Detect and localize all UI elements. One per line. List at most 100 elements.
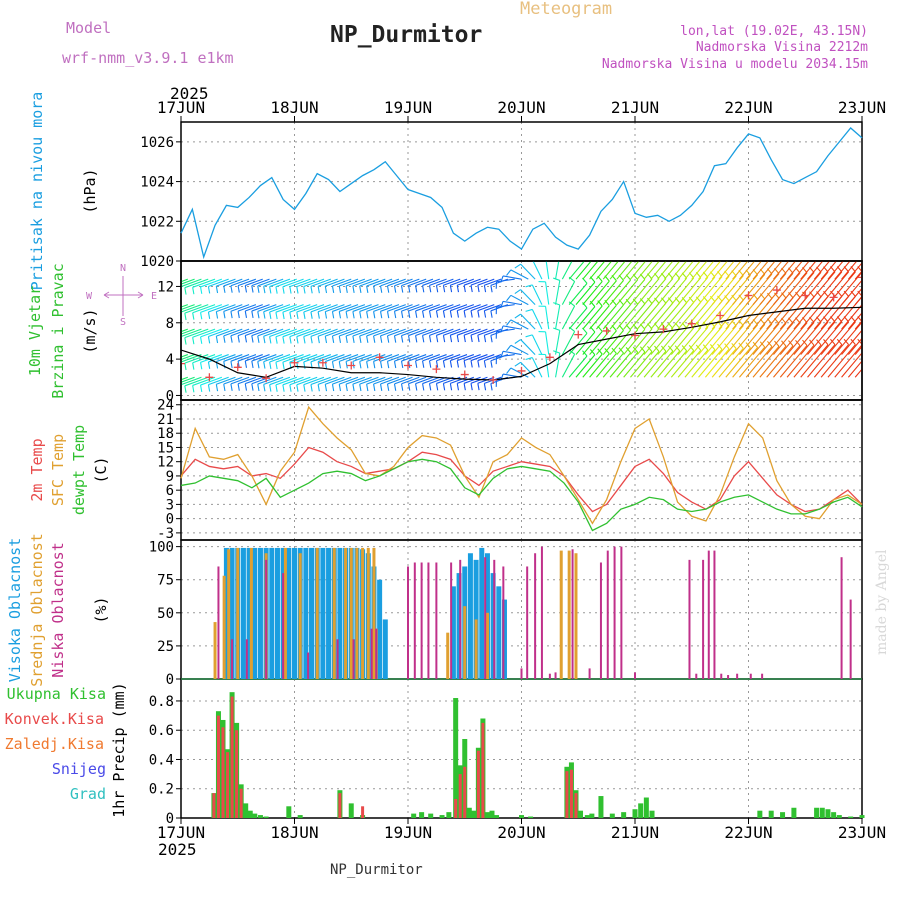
precip-total-bar	[649, 810, 655, 818]
wind-barb-flag	[408, 335, 411, 343]
wind-barb-flag	[393, 335, 397, 343]
wind-barb-flag	[506, 294, 512, 302]
wind-barb-flag	[817, 241, 822, 246]
wind-barb	[745, 261, 763, 280]
wind-barb	[698, 261, 715, 280]
y-tick-label: 9	[166, 469, 174, 485]
wind-barb	[325, 328, 345, 337]
x-tick-label-bottom: 19JUN	[384, 823, 432, 842]
y-tick-label: 4	[166, 352, 174, 368]
wind-barb	[289, 376, 311, 386]
wind-barb	[745, 346, 773, 378]
wind-barb	[698, 300, 723, 330]
wind-barb	[303, 328, 325, 338]
wind-barb	[691, 276, 716, 305]
wind-gust-marker	[262, 374, 271, 383]
wind-barb	[575, 281, 596, 305]
precip-conv-bar	[221, 727, 225, 818]
wind-barb	[827, 321, 856, 355]
wind-barb	[192, 328, 216, 338]
cloud-low-bar	[588, 668, 591, 679]
page-title: NP_Durmitor	[330, 22, 483, 48]
wind-barb	[555, 280, 561, 305]
wind-barb-flag	[647, 248, 652, 253]
wind-barb-flag	[289, 311, 292, 320]
wind-barb	[691, 261, 708, 280]
wind-barb	[786, 261, 804, 280]
wind-barb	[450, 354, 468, 362]
wind-barb	[310, 328, 332, 337]
cloud-low-bar	[407, 566, 409, 679]
wind-barb	[408, 376, 427, 385]
cloud-mid-bar	[222, 575, 226, 679]
wind-barb	[275, 278, 297, 288]
wind-barb-flag	[449, 285, 453, 293]
wind-barb	[745, 273, 773, 305]
wind-barb	[223, 354, 243, 362]
wind-barb-flag	[781, 243, 786, 248]
x-tick-label-top: 21JUN	[611, 98, 659, 117]
wind-barb-flag	[710, 246, 715, 251]
y-axis-label: Pritisak na nivou mora	[28, 92, 46, 291]
wind-barb-flag	[244, 285, 248, 293]
wind-barb	[711, 300, 737, 330]
wind-barb	[800, 271, 829, 305]
wind-barb-flag	[830, 338, 836, 345]
wind-barb	[422, 328, 440, 336]
wind-barb	[725, 347, 751, 378]
wind-barb-flag	[483, 285, 487, 293]
wind-barb-flag	[836, 338, 843, 345]
precip-total-bar	[836, 815, 842, 818]
wind-barb-flag	[408, 360, 411, 368]
cloud-high-bar	[479, 547, 485, 679]
wind-barb-flag	[795, 339, 801, 347]
wind-barb-flag	[885, 339, 890, 344]
precip-total-bar	[528, 816, 534, 818]
wind-barb	[422, 304, 440, 312]
wind-barb	[752, 261, 770, 280]
wind-barb-flag	[514, 263, 521, 269]
wind-barb	[477, 278, 495, 286]
wind-barb	[296, 354, 318, 363]
wind-barb-flag	[760, 244, 765, 249]
year-label-top: 2025	[170, 84, 209, 103]
wind-barb-flag	[338, 285, 342, 293]
wind-barb-flag	[207, 311, 211, 319]
wind-barb	[854, 320, 862, 330]
wind-barb	[269, 304, 291, 313]
wind-barb-flag	[632, 346, 639, 353]
wind-gust-marker	[772, 286, 781, 295]
wind-barb	[373, 278, 393, 287]
cloud-low-bar	[534, 553, 537, 679]
cloud-high-bar	[257, 547, 263, 679]
wind-barb-flag	[781, 340, 787, 347]
precip-total-bar	[825, 809, 831, 818]
wind-barb	[602, 330, 624, 355]
wind-barb-flag	[885, 291, 890, 296]
y-tick-label: 15	[157, 440, 174, 456]
wind-barb	[237, 376, 257, 385]
wind-barb-flag	[359, 335, 362, 343]
wind-barb	[609, 352, 632, 378]
wind-barb	[595, 353, 617, 378]
wind-barb	[589, 330, 610, 355]
wind-barb-flag	[506, 319, 512, 326]
wind-barb	[636, 328, 660, 355]
y-tick-label: 0	[166, 388, 174, 404]
cloud-low-bar	[540, 546, 543, 679]
wind-barb	[269, 328, 291, 338]
precip-total-bar	[814, 807, 820, 818]
wind-barb	[773, 261, 790, 280]
wind-gust-marker	[631, 331, 639, 340]
wind-barb	[807, 271, 836, 305]
cloud-low-bar	[634, 672, 636, 679]
wind-barb	[289, 278, 311, 288]
wind-barb	[422, 278, 440, 286]
wind-barb-flag	[816, 339, 822, 346]
wind-barb-flag	[463, 383, 466, 391]
wind-barb	[394, 304, 413, 312]
wind-barb	[738, 274, 766, 305]
dewpt-temp-line	[180, 458, 863, 532]
wind-barb-flag	[490, 383, 493, 391]
